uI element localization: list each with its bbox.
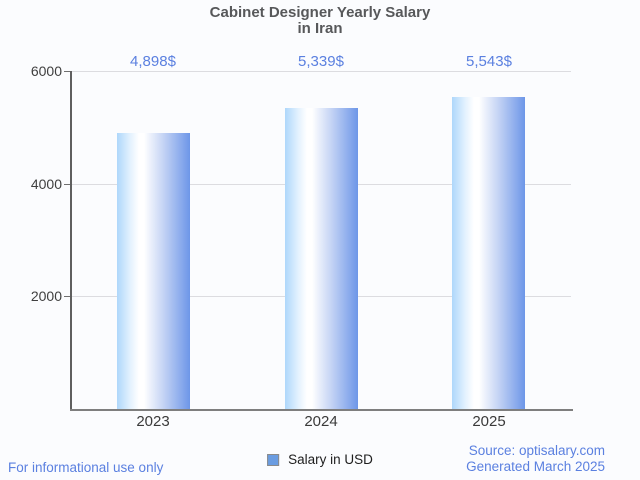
bar-value-label: 4,898$ bbox=[130, 53, 176, 70]
bar-2025[interactable] bbox=[452, 97, 525, 409]
generated-text: Generated March 2025 bbox=[466, 459, 605, 474]
legend: Salary in USD bbox=[267, 452, 373, 467]
y-axis-tick-label: 6000 bbox=[30, 63, 62, 79]
y-axis-tick bbox=[64, 296, 71, 297]
x-axis-category-label: 2023 bbox=[136, 413, 170, 430]
disclaimer-text: For informational use only bbox=[8, 460, 164, 475]
legend-label: Salary in USD bbox=[288, 452, 373, 467]
y-axis-tick bbox=[64, 184, 71, 185]
chart-title-line1: Cabinet Designer Yearly Salary bbox=[209, 4, 431, 21]
x-axis-line bbox=[70, 409, 573, 411]
gridline bbox=[71, 71, 571, 72]
legend-swatch-icon bbox=[267, 454, 280, 466]
chart-title: Cabinet Designer Yearly Salary in Iran bbox=[0, 5, 640, 37]
y-axis-tick-label: 2000 bbox=[30, 288, 62, 304]
source-text: Source: optisalary.com bbox=[468, 443, 605, 458]
bar-value-label: 5,543$ bbox=[466, 53, 512, 70]
bar-2023[interactable] bbox=[117, 133, 190, 409]
source-block: Source: optisalary.com Generated March 2… bbox=[466, 443, 605, 475]
bar-value-label: 5,339$ bbox=[298, 53, 344, 70]
bar-2024[interactable] bbox=[285, 108, 358, 409]
y-axis-line bbox=[70, 71, 72, 409]
chart-title-line2: in Iran bbox=[297, 20, 343, 37]
x-axis-category-label: 2024 bbox=[304, 413, 338, 430]
y-axis-tick-label: 4000 bbox=[30, 176, 62, 192]
y-axis-tick bbox=[64, 71, 71, 72]
x-axis-category-label: 2025 bbox=[472, 413, 506, 430]
